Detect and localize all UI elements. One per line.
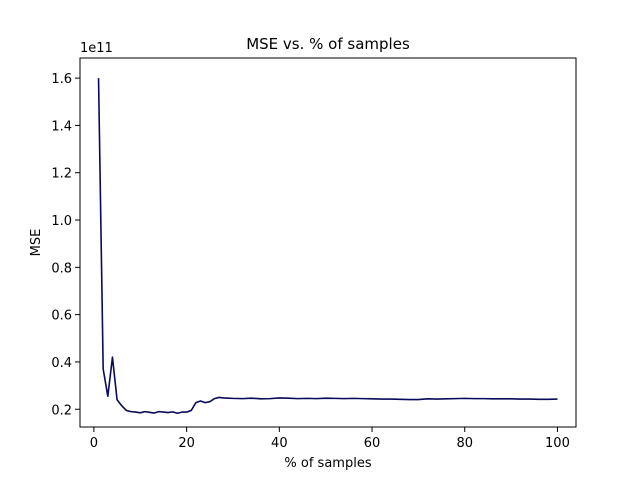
x-tick-label: 20 xyxy=(178,436,195,451)
series-line xyxy=(97,78,558,415)
y-axis-label: MSE xyxy=(29,229,44,257)
x-axis-ticks: 0 20 40 60 80 100 xyxy=(90,427,570,451)
x-tick-label: 0 xyxy=(90,436,98,451)
y-axis-ticks: 0.2 0.4 0.6 0.8 1.0 1.2 1.4 1.6 xyxy=(51,72,80,418)
y-tick-label: 0.4 xyxy=(51,356,72,371)
x-tick-label: 60 xyxy=(364,436,381,451)
y-tick-label: 0.2 xyxy=(51,403,72,418)
y-tick-label: 0.8 xyxy=(51,261,72,276)
x-tick-label: 100 xyxy=(545,436,570,451)
x-tick-label: 80 xyxy=(456,436,473,451)
x-axis-label: % of samples xyxy=(284,456,371,471)
y-tick-label: 1.4 xyxy=(51,119,72,134)
plot-area xyxy=(97,78,558,415)
y-axis-offset-label: 1e11 xyxy=(80,41,113,56)
y-tick-label: 0.6 xyxy=(51,309,72,324)
chart-title: MSE vs. % of samples xyxy=(246,35,410,53)
y-tick-label: 1.0 xyxy=(51,214,72,229)
y-tick-label: 1.6 xyxy=(51,72,72,87)
axes-frame xyxy=(79,57,577,428)
y-tick-label: 1.2 xyxy=(51,167,72,182)
x-tick-label: 40 xyxy=(271,436,288,451)
